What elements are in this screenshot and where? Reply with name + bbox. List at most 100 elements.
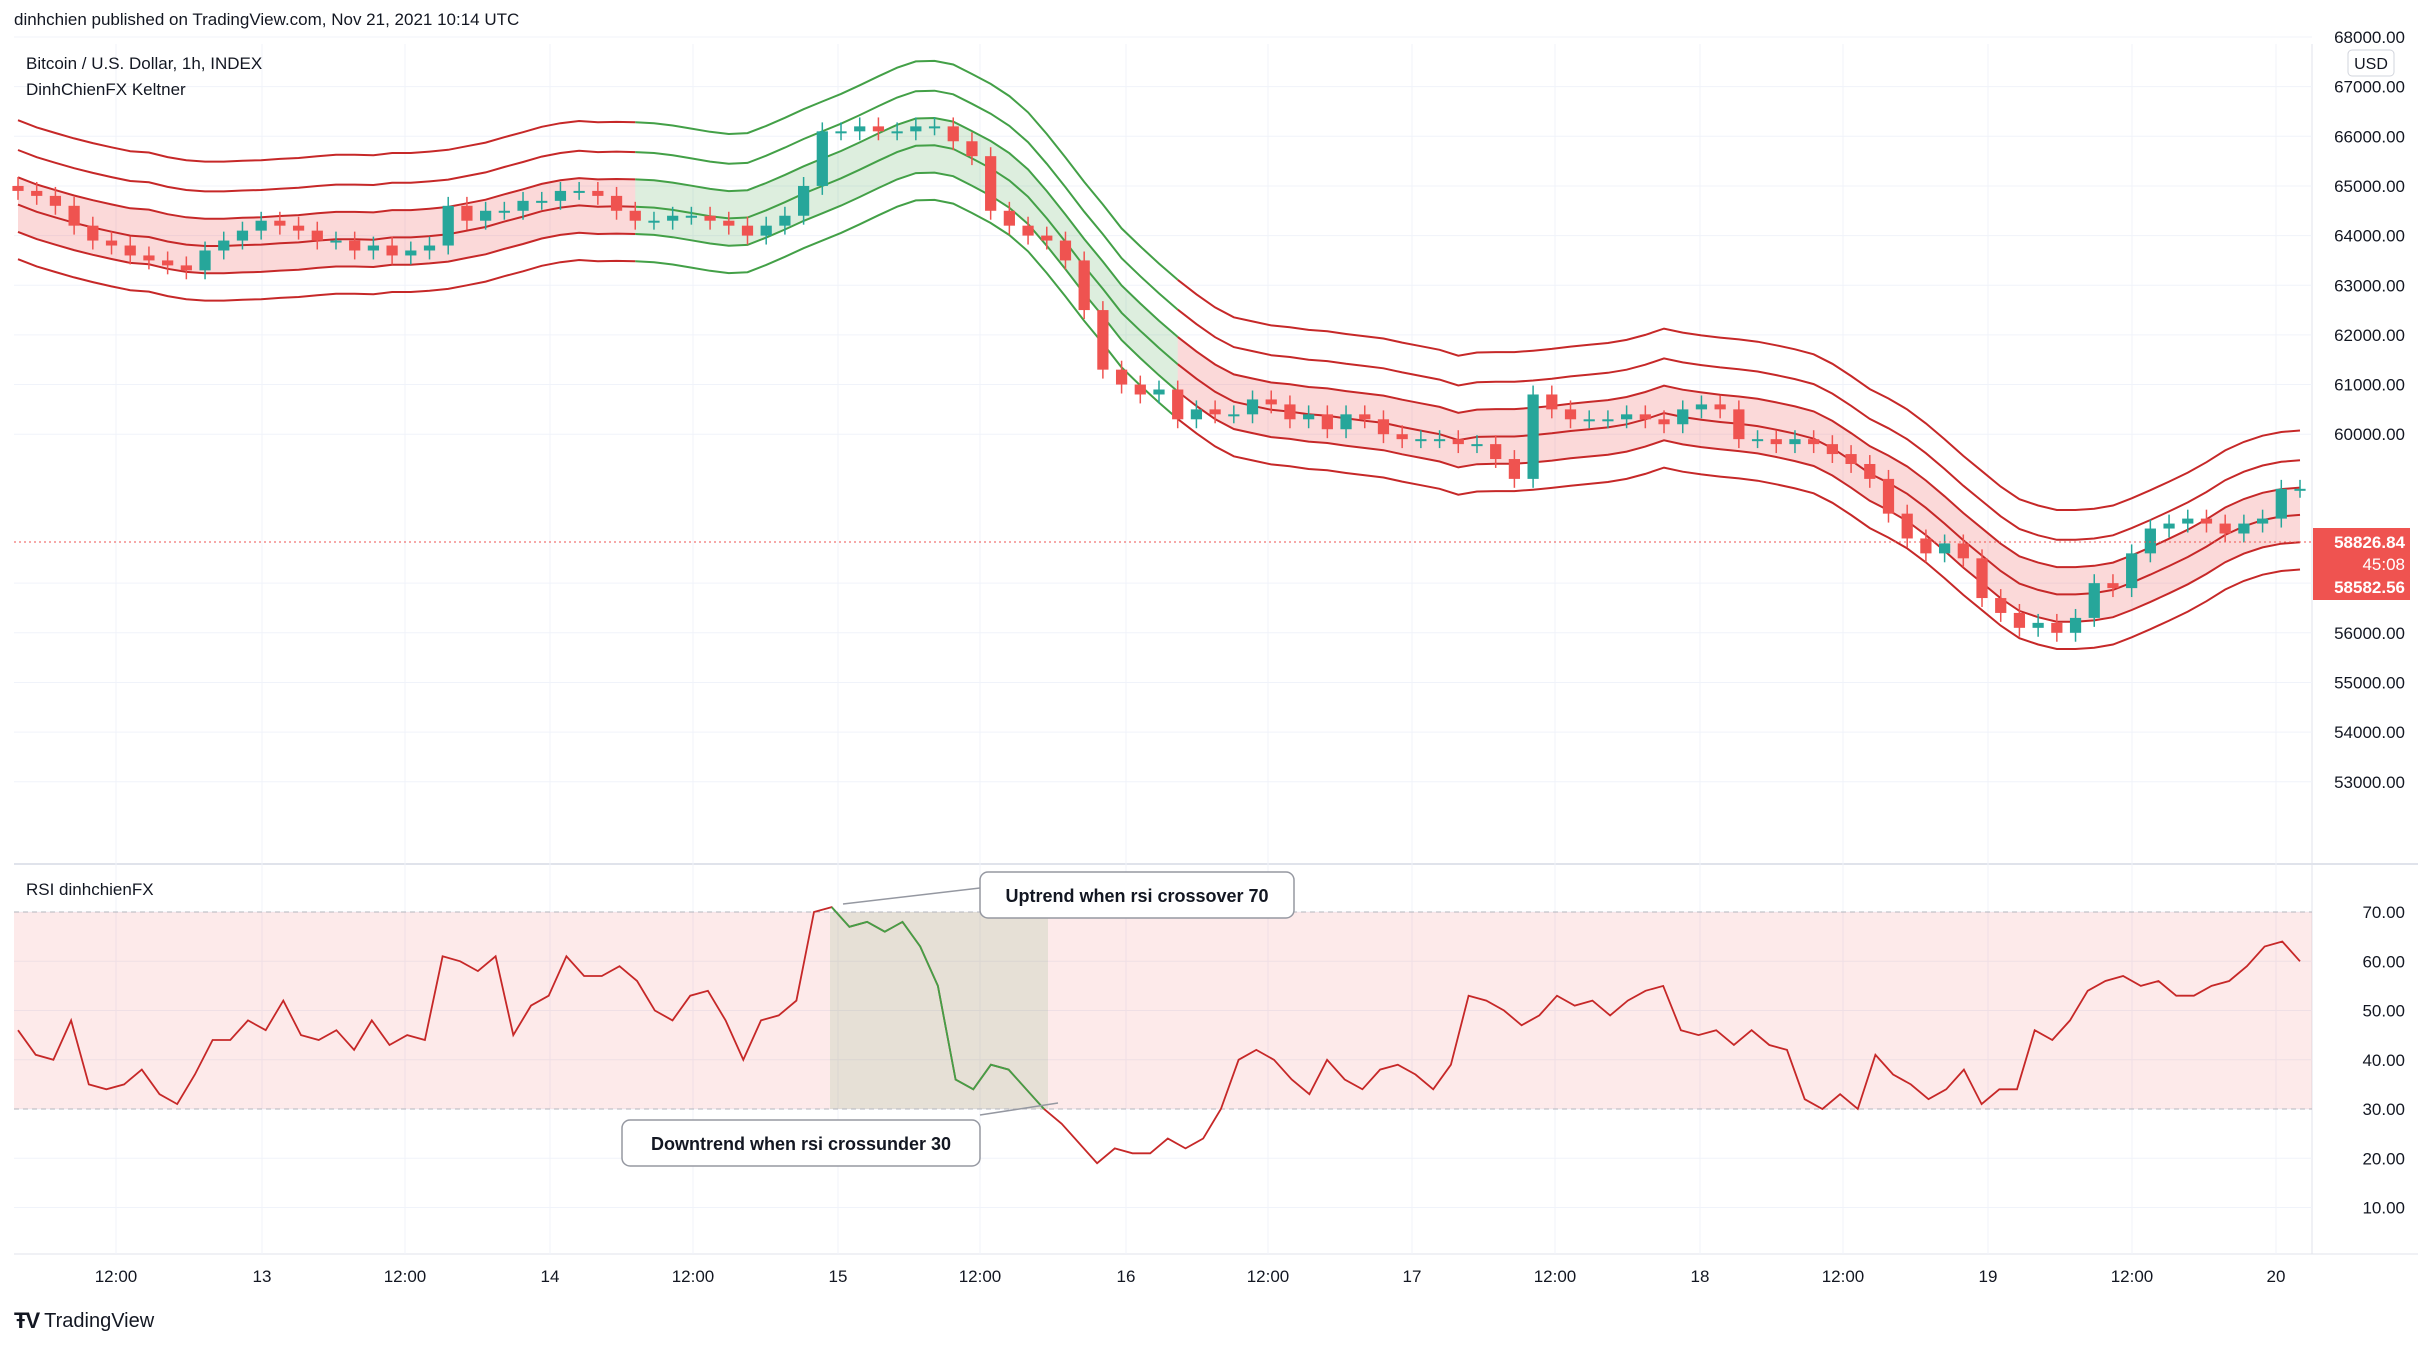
candle-body [1995,598,2007,613]
price-tick-label: 63000.00 [2334,276,2405,295]
candle-body [2051,622,2063,633]
candle-body [1172,389,1184,420]
candle-body [1003,210,1015,226]
tradingview-logo-icon: ŦV [14,1308,40,1333]
candle-body [685,215,697,218]
price-tick-label: 66000.00 [2334,127,2405,146]
candles [12,117,2306,642]
candle-body [1059,240,1072,261]
candle-body [274,220,286,226]
rsi-tick-label: 10.00 [2362,1199,2405,1218]
candle-body [1097,310,1109,370]
candle-body [405,250,417,256]
candle-body [218,240,230,251]
candle-body [835,131,847,134]
candle-body [1564,409,1577,420]
candle-body [2107,583,2119,589]
candle-body [779,215,791,226]
candle-body [797,185,810,216]
candle-body [2256,518,2269,524]
candle-body [1471,444,1483,447]
candle-body [741,225,754,236]
candle-body [199,250,211,271]
candle-body [1808,439,1820,445]
rsi-layer [14,906,2312,1165]
candle-body [573,190,585,193]
candle-body [1115,369,1128,385]
rsi-band-fill [14,912,2312,1109]
keltner-bands [17,59,2301,650]
band-line [1177,308,2301,541]
tradingview-logo[interactable]: ŦV TradingView [14,1308,154,1334]
candle-body [1695,404,1708,410]
candle-body [1377,419,1390,435]
candle-body [536,200,548,203]
band-line [635,89,1179,311]
time-tick-label: 12:00 [959,1267,1002,1286]
currency-badge[interactable] [2347,49,2395,77]
time-tick-label: 12:00 [1534,1267,1577,1286]
candle-body [498,210,510,213]
band-value-label: 58582.56 [2334,578,2405,597]
candle-body [1415,439,1427,442]
rsi-line [17,906,2301,1165]
candle-body [816,131,828,186]
candle-body [311,230,323,241]
candle-body [1546,394,1558,410]
candle-body [1621,414,1633,420]
price-tick-label: 55000.00 [2334,673,2405,692]
callout-down-pointer [979,1102,1059,1116]
candle-body [1153,389,1165,395]
candle-body [1321,414,1333,430]
candle-body [255,220,267,231]
candle-body [1826,444,1838,455]
band-line [1177,336,2301,569]
rsi-tick-label: 20.00 [2362,1149,2405,1168]
callout-uptrend-text: Uptrend when rsi crossover 70 [1005,886,1268,906]
band-line [1177,418,2301,650]
candle-body [105,240,118,246]
candle-body [629,210,641,221]
candle-body [143,255,155,261]
band-line [17,258,636,302]
candle-body [31,190,43,196]
candle-body [2294,488,2306,491]
callout-uptrend-box [979,871,1295,919]
candle-body [2200,518,2213,524]
candle-body [1041,235,1053,241]
candle-body [367,245,380,251]
band-line [1177,390,2301,623]
publisher-header: dinhchien published on TradingView.com, … [14,10,520,29]
candle-body [1433,439,1446,442]
indicator-title: DinhChienFX Keltner [26,80,186,99]
candle-body [162,260,174,266]
candle-body [480,210,492,221]
price-tick-label: 53000.00 [2334,773,2405,792]
candle-body [1845,454,1857,464]
rsi-tick-label: 60.00 [2362,952,2405,971]
band-line [635,198,1179,420]
callout-downtrend-box [621,1119,981,1167]
tradingview-brand: TradingView [44,1309,155,1332]
candle-body [1976,558,1988,599]
price-tick-label: 60000.00 [2334,425,2405,444]
candle-body [1751,439,1764,442]
candle-body [891,131,903,134]
candle-body [2069,617,2082,633]
candle-body [2013,612,2026,628]
price-tick-label: 54000.00 [2334,723,2405,742]
candle-body [1134,384,1146,395]
candle-body [236,230,249,241]
candle-body [1284,404,1296,420]
time-tick-label: 19 [1979,1267,1998,1286]
band-line [17,230,636,275]
candle-body [2182,518,2194,524]
candle-body [2032,622,2044,628]
time-tick-label: 16 [1117,1267,1136,1286]
candle-body [1490,444,1502,460]
candle-body [1078,260,1090,311]
candle-body [461,205,473,221]
candle-body [1527,394,1539,479]
currency-label: USD [2354,56,2388,73]
